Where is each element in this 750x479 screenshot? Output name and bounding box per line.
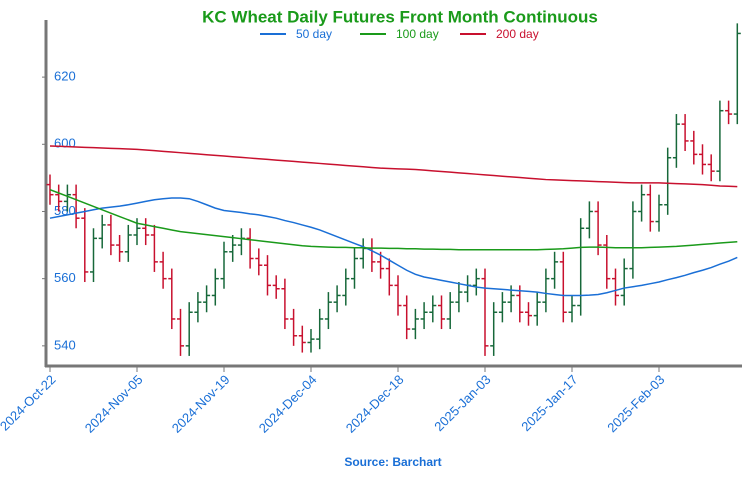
y-tick-label: 560 (54, 270, 76, 285)
x-tick-label: 2025-Feb-03 (604, 372, 667, 435)
moving-average-line (49, 145, 738, 188)
x-tick-label: 2025-Jan-03 (431, 372, 493, 434)
legend-label: 200 day (496, 27, 539, 41)
chart-title: KC Wheat Daily Futures Front Month Conti… (202, 7, 598, 26)
moving-average-line (49, 197, 738, 297)
x-tick-label: 2025-Jan-17 (518, 372, 580, 434)
x-tick-label: 2024-Oct-22 (0, 372, 59, 434)
y-tick-label: 540 (54, 337, 76, 352)
moving-average-line (49, 188, 738, 251)
x-tick-label: 2024-Dec-18 (343, 372, 407, 436)
y-tick-label: 600 (54, 136, 76, 151)
x-tick-label: 2024-Dec-04 (256, 372, 320, 436)
y-tick-label: 620 (54, 69, 76, 84)
legend-label: 100 day (396, 27, 439, 41)
x-tick-label: 2024-Nov-05 (82, 372, 146, 436)
source: Source: Barchart (344, 455, 441, 469)
legend-label: 50 day (296, 27, 332, 41)
x-tick-label: 2024-Nov-19 (169, 372, 233, 436)
